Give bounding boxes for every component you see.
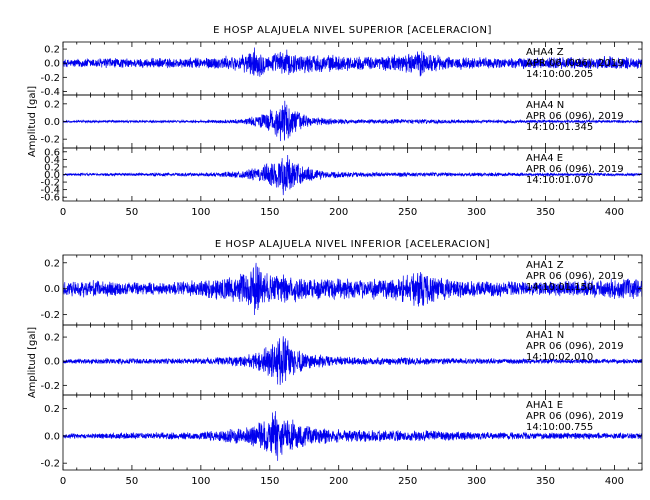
chart-group-2: E HOSP ALAJUELA NIVEL INFERIOR [ACELERAC…: [27, 239, 643, 487]
x-tick-label: 350: [536, 207, 555, 218]
waveform-trace: [63, 47, 642, 77]
y-tick-label: 0.4: [44, 155, 60, 166]
y-tick-label: 0.2: [44, 333, 60, 344]
station-name: AHA1 E: [526, 400, 563, 411]
chart-group-1: E HOSP ALAJUELA NIVEL SUPERIOR [ACELERAC…: [27, 25, 643, 218]
trace-date: APR 06 (096), 2019: [526, 271, 624, 282]
waveform-trace: [63, 336, 642, 385]
waveform-trace: [63, 154, 642, 196]
x-tick-label: 300: [467, 476, 486, 487]
y-tick-label: -0.2: [40, 310, 60, 321]
station-name: AHA1 Z: [526, 260, 564, 271]
x-tick-label: 200: [329, 207, 348, 218]
trace-time: 14:10:00.205: [526, 69, 593, 80]
station-name: AHA1 N: [526, 330, 564, 341]
trace-time: 14:10:02.010: [526, 352, 593, 363]
y-tick-label: 0.2: [44, 162, 60, 173]
chart-title: E HOSP ALAJUELA NIVEL INFERIOR [ACELERAC…: [215, 239, 490, 250]
trace-date: APR 06 (096), 2019: [526, 111, 624, 122]
x-tick-label: 350: [536, 476, 555, 487]
y-tick-label: 0.2: [44, 45, 60, 56]
y-tick-label: -0.2: [40, 178, 60, 189]
y-axis-label: Amplitud [gal]: [27, 327, 38, 398]
waveform-trace: [63, 100, 642, 142]
waveform-trace: [63, 262, 642, 315]
y-tick-label: 0.0: [44, 117, 60, 128]
y-tick-label: -0.4: [40, 87, 60, 98]
trace-time: 14:10:00.755: [526, 422, 593, 433]
x-tick-label: 0: [60, 207, 66, 218]
y-tick-label: -0.2: [40, 381, 60, 392]
y-tick-label: -0.4: [40, 185, 60, 196]
y-tick-label: 0.2: [44, 258, 60, 269]
trace-date: APR 06 (096), 2019: [526, 58, 624, 69]
trace-date: APR 06 (096), 2019: [526, 411, 624, 422]
chart-title: E HOSP ALAJUELA NIVEL SUPERIOR [ACELERAC…: [213, 25, 492, 36]
y-tick-label: -0.2: [40, 459, 60, 470]
x-tick-label: 0: [60, 476, 66, 487]
trace-date: APR 06 (096), 2019: [526, 341, 624, 352]
x-tick-label: 50: [126, 207, 139, 218]
trace-time: 14:10:01.070: [526, 175, 593, 186]
y-tick-label: -0.2: [40, 135, 60, 146]
station-name: AHA4 E: [526, 153, 563, 164]
y-tick-label: -0.6: [40, 193, 60, 204]
x-tick-label: 400: [605, 207, 624, 218]
x-tick-label: 150: [260, 476, 279, 487]
x-tick-label: 400: [605, 476, 624, 487]
y-tick-label: 0.2: [44, 404, 60, 415]
y-tick-label: 0.0: [44, 59, 60, 70]
x-tick-label: 250: [398, 207, 417, 218]
y-tick-label: 0.0: [44, 284, 60, 295]
x-tick-label: 300: [467, 207, 486, 218]
station-name: AHA4 N: [526, 100, 564, 111]
y-tick-label: 0.0: [44, 170, 60, 181]
x-tick-label: 150: [260, 207, 279, 218]
y-tick-label: -0.2: [40, 73, 60, 84]
station-name: AHA4 Z: [526, 47, 564, 58]
y-axis-label: Amplitud [gal]: [27, 86, 38, 157]
x-tick-label: 250: [398, 476, 417, 487]
x-tick-label: 50: [126, 476, 139, 487]
trace-time: 14:10:01.345: [526, 122, 593, 133]
y-tick-label: 0.0: [44, 357, 60, 368]
waveform-trace: [63, 411, 642, 461]
trace-date: APR 06 (096), 2019: [526, 164, 624, 175]
trace-time: 14:10:01.150: [526, 282, 593, 293]
x-tick-label: 200: [329, 476, 348, 487]
x-tick-label: 100: [191, 476, 210, 487]
y-tick-label: 0.0: [44, 431, 60, 442]
x-tick-label: 100: [191, 207, 210, 218]
y-tick-label: 0.2: [44, 99, 60, 110]
y-tick-label: 0.6: [44, 147, 60, 158]
